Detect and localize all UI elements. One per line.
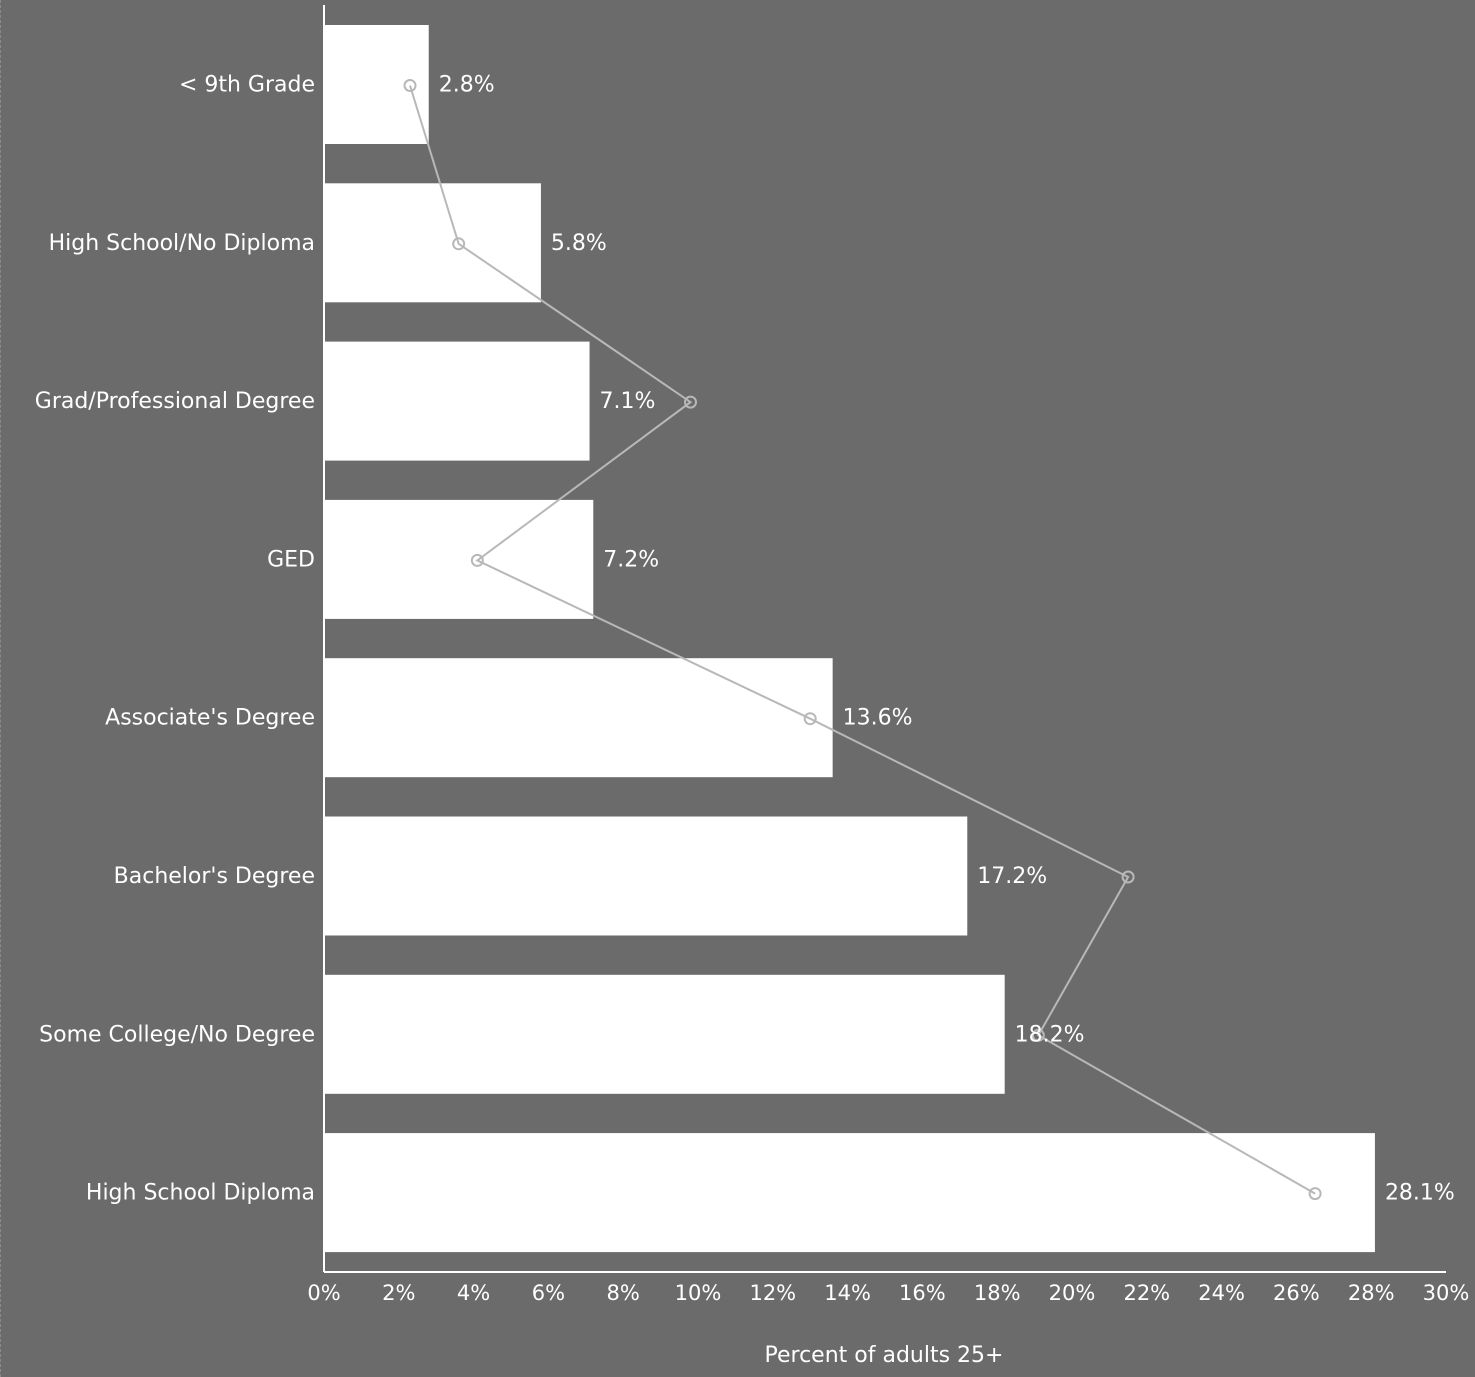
- x-tick-label: 20%: [1049, 1281, 1096, 1305]
- x-tick-label: 6%: [532, 1281, 565, 1305]
- value-label: 13.6%: [843, 706, 913, 731]
- bars-layer: [324, 25, 1375, 1253]
- value-label: 2.8%: [439, 73, 495, 98]
- bar-6: [324, 974, 1005, 1094]
- value-label: 7.2%: [603, 547, 659, 572]
- trend-point-2: [684, 395, 698, 409]
- category-label: < 9th Grade: [179, 73, 315, 98]
- trend-point-5: [1121, 870, 1135, 884]
- value-label: 7.1%: [600, 389, 656, 414]
- x-tick-label: 28%: [1348, 1281, 1395, 1305]
- value-label: 18.2%: [1015, 1022, 1085, 1047]
- bar-3: [324, 499, 594, 619]
- x-tick-label: 24%: [1198, 1281, 1245, 1305]
- trend-point-4: [803, 712, 817, 726]
- category-label: Associate's Degree: [105, 706, 315, 731]
- trend-point-0: [403, 79, 417, 92]
- x-tick-label: 0%: [307, 1281, 340, 1305]
- bar-4: [324, 658, 833, 778]
- axis-layer: 0% 2% 4% 6% 8% 10% 12% 14% 16% 18% 20% 22% 24% 26% 28%…: [307, 5, 1469, 1305]
- x-tick-label: 26%: [1273, 1281, 1320, 1305]
- value-label: 5.8%: [551, 231, 607, 256]
- category-label: Grad/Professional Degree: [35, 389, 315, 414]
- bar-1: [324, 183, 541, 303]
- bar-2: [324, 341, 590, 461]
- left-border-rule: [0, 0, 1, 1377]
- category-label: High School Diploma: [86, 1181, 315, 1206]
- trend-point-1: [452, 237, 466, 251]
- trend-line: [409, 85, 1316, 1195]
- x-tick-label: 4%: [457, 1281, 490, 1305]
- bar-5: [324, 816, 968, 936]
- trend-point-7: [1308, 1187, 1322, 1201]
- bar-0: [324, 25, 429, 144]
- line-series-layer: [403, 79, 1322, 1201]
- category-label: Some College/No Degree: [39, 1022, 315, 1047]
- x-tick-label: 30%: [1423, 1281, 1470, 1305]
- x-tick-label: 14%: [824, 1281, 871, 1305]
- x-tick-label: 10%: [675, 1281, 722, 1305]
- x-tick-label: 2%: [382, 1281, 415, 1305]
- bar-7: [324, 1133, 1375, 1253]
- trend-point-6: [1031, 1028, 1045, 1042]
- x-tick-label: 12%: [749, 1281, 796, 1305]
- x-tick-label: 16%: [899, 1281, 946, 1305]
- value-label: 28.1%: [1385, 1181, 1455, 1206]
- labels-layer: < 9th Grade High School/No Diploma Grad/Pr…: [35, 73, 1455, 1206]
- category-label: GED: [267, 547, 315, 572]
- x-tick-label: 18%: [974, 1281, 1021, 1305]
- trend-point-3: [470, 553, 484, 567]
- value-label: 17.2%: [977, 864, 1047, 889]
- x-axis-title: Percent of adults 25+: [765, 1343, 1004, 1368]
- category-label: Bachelor's Degree: [114, 864, 315, 889]
- x-tick-label: 8%: [607, 1281, 640, 1305]
- x-tick-label: 22%: [1123, 1281, 1170, 1305]
- category-label: High School/No Diploma: [49, 231, 315, 256]
